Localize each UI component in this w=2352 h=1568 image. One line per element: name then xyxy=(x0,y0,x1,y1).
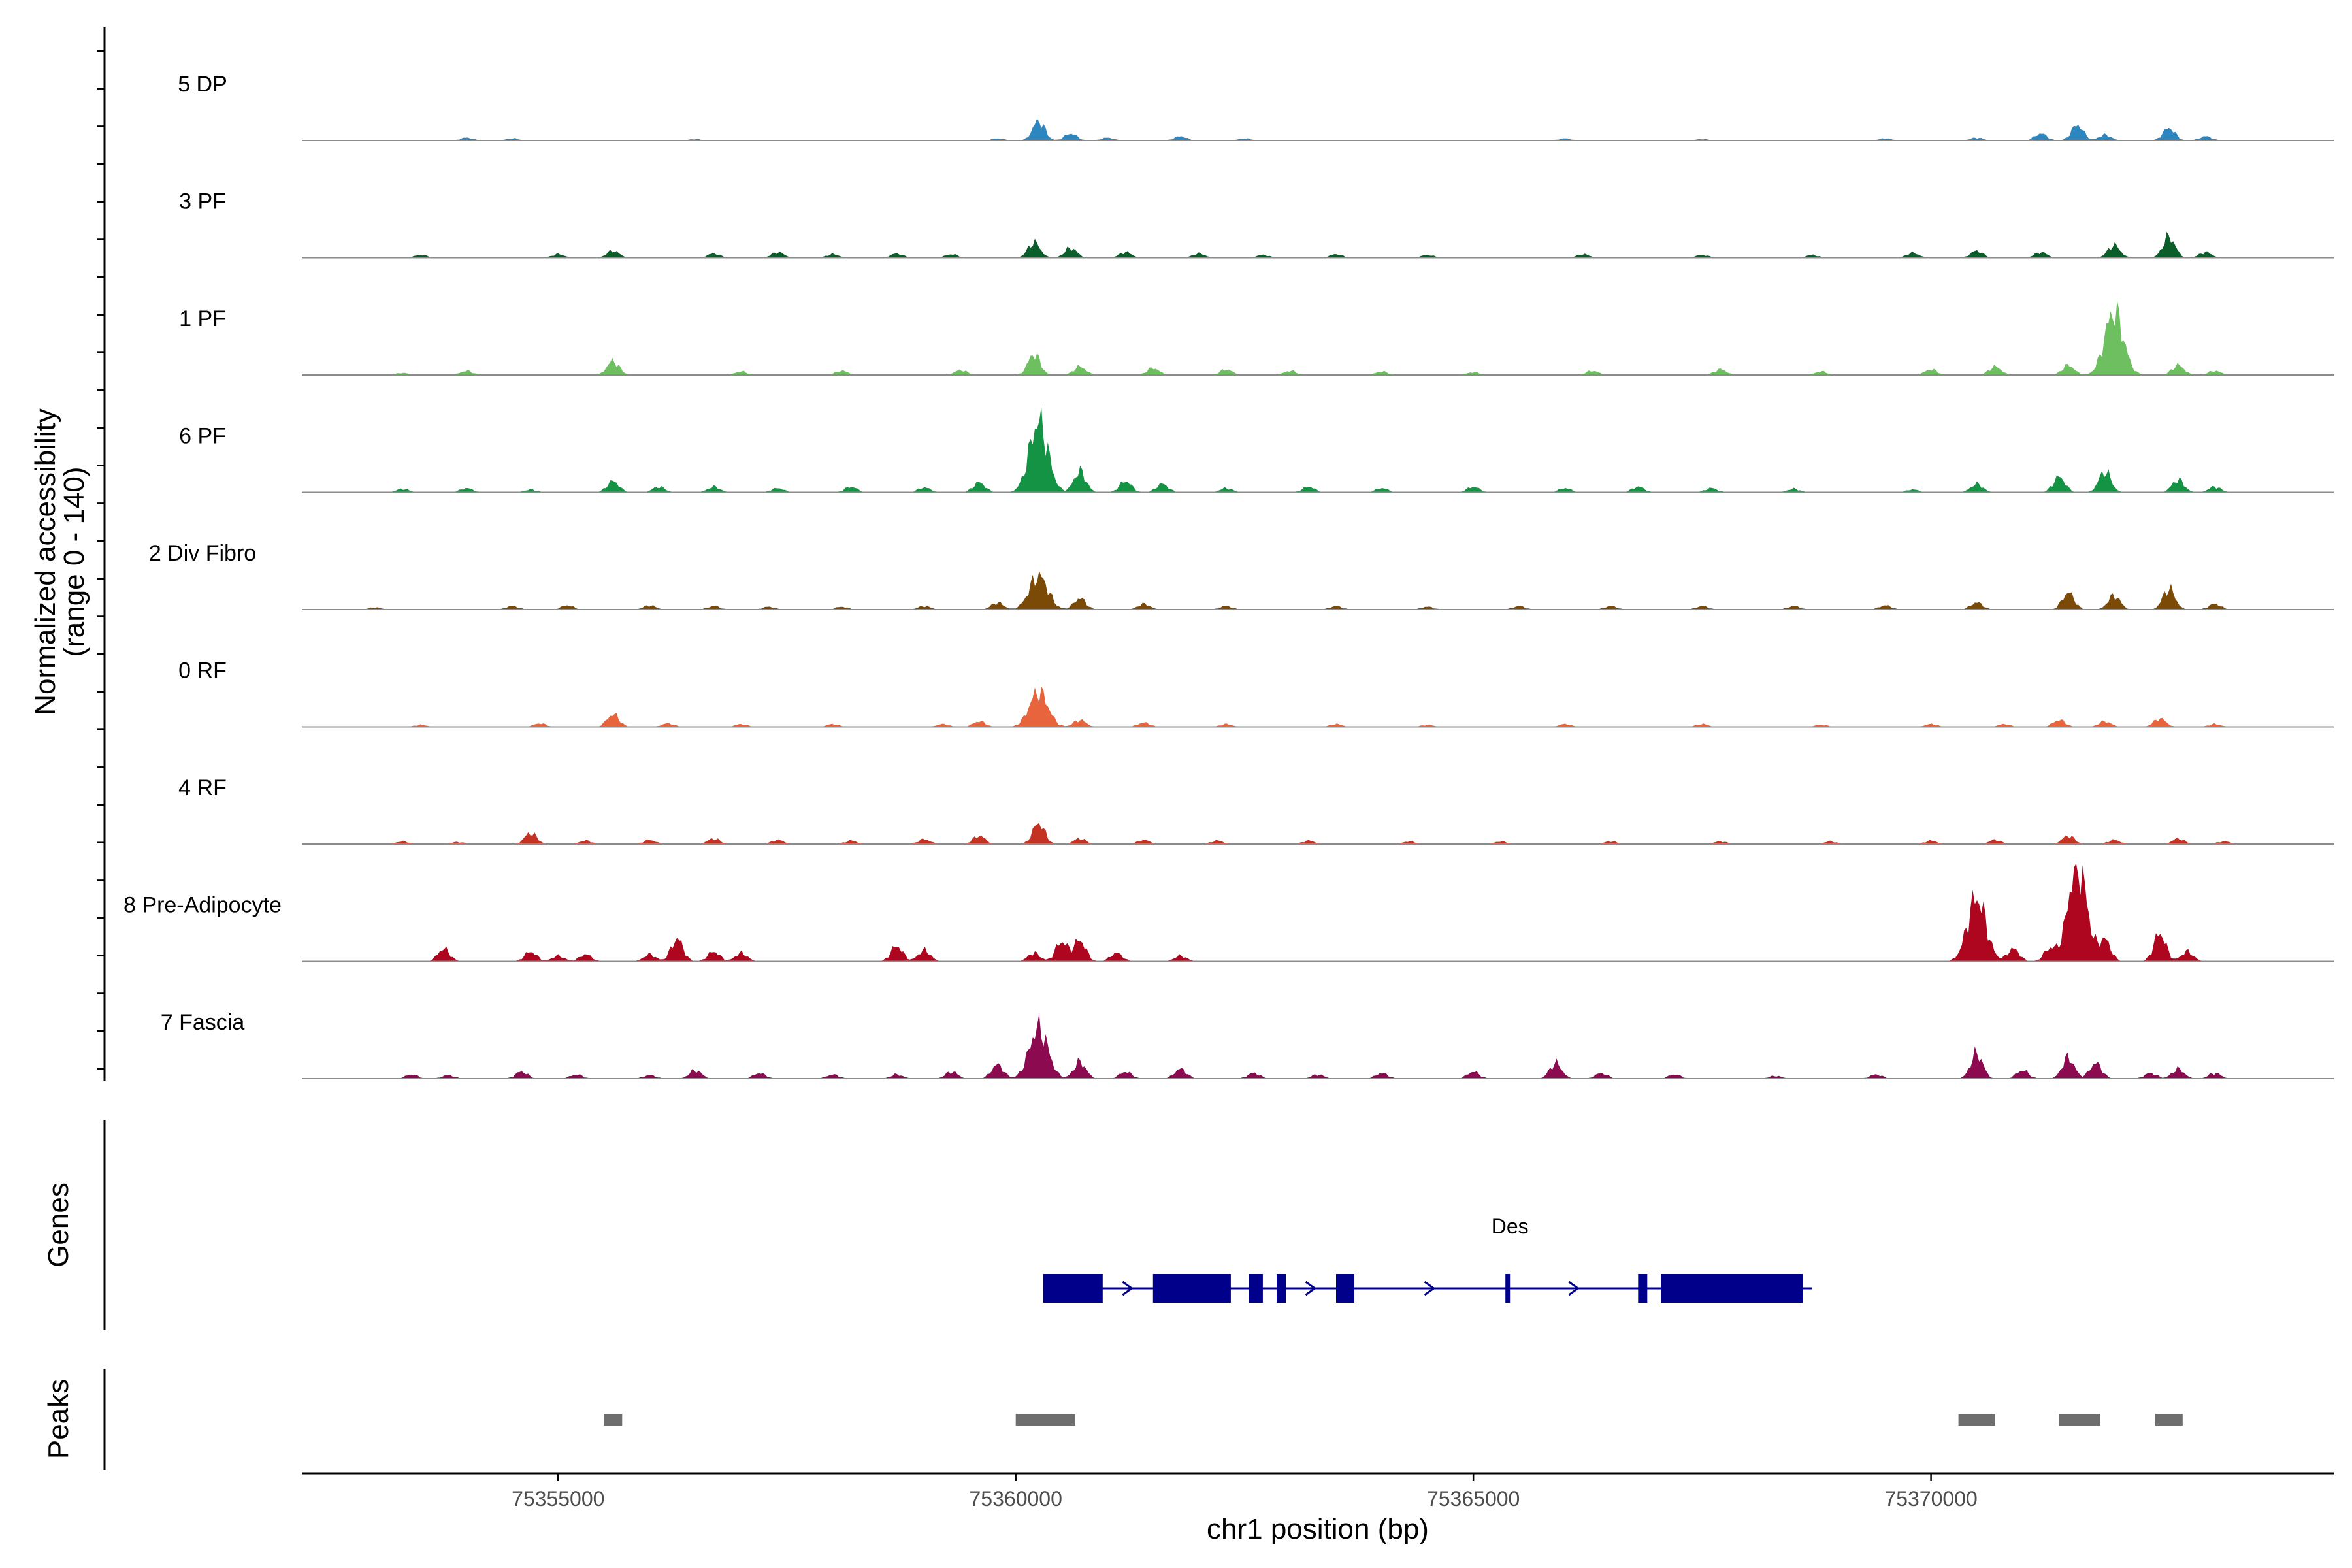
gene-exon xyxy=(1336,1274,1354,1303)
track-label: 7 Fascia xyxy=(161,1010,245,1035)
x-axis-ticks: 75355000 75360000 75365000 75370000 xyxy=(512,1473,1978,1511)
gene-exon xyxy=(1152,1274,1231,1303)
track-label: 5 DP xyxy=(178,72,227,97)
coverage-area xyxy=(302,687,2242,727)
peak-region xyxy=(2155,1414,2183,1426)
coverage-area xyxy=(302,406,2242,493)
peak-region xyxy=(2059,1414,2100,1426)
x-tick-label: 75365000 xyxy=(1427,1487,1520,1511)
gene-model-des xyxy=(1043,1274,1812,1303)
track-6-pf: 6 PF xyxy=(179,406,2334,493)
y-axis-title: Normalized accessibility (range 0 - 140) xyxy=(29,408,90,715)
coverage-area xyxy=(302,570,2242,610)
track-5-dp: 5 DP xyxy=(178,72,2334,141)
peaks-track-title: Peaks xyxy=(42,1379,74,1459)
strand-arrow xyxy=(1305,1281,1317,1296)
gene-exon xyxy=(1249,1274,1263,1303)
track-2-div-fibro: 2 Div Fibro xyxy=(149,541,2334,610)
track-label: 8 Pre-Adipocyte xyxy=(123,893,282,918)
track-3-pf: 3 PF xyxy=(179,189,2334,259)
coverage-area xyxy=(302,300,2242,375)
peak-regions xyxy=(604,1414,2183,1426)
coverage-area xyxy=(302,1013,2242,1079)
coverage-area xyxy=(302,118,2242,140)
y-axis-title-line2: (range 0 - 140) xyxy=(58,466,90,657)
genes-track-title: Genes xyxy=(42,1183,74,1267)
track-label: 3 PF xyxy=(179,189,226,214)
peak-region xyxy=(1015,1414,1075,1426)
peak-region xyxy=(1958,1414,1995,1426)
x-tick-label: 75360000 xyxy=(970,1487,1062,1511)
gene-label: Des xyxy=(1492,1215,1529,1238)
gene-exon xyxy=(1505,1274,1511,1303)
track-8-pre-adipocyte: 8 Pre-Adipocyte xyxy=(123,863,2334,962)
track-7-fascia: 7 Fascia xyxy=(161,1010,2334,1079)
track-label: 2 Div Fibro xyxy=(149,541,256,566)
track-label: 1 PF xyxy=(179,306,226,331)
gene-exon xyxy=(1277,1274,1286,1303)
strand-arrow xyxy=(1122,1281,1134,1296)
coverage-area xyxy=(302,863,2242,962)
x-axis-title: chr1 position (bp) xyxy=(1207,1513,1429,1545)
track-4-rf: 4 RF xyxy=(178,776,2334,845)
x-tick-label: 75355000 xyxy=(512,1487,604,1511)
strand-arrow xyxy=(1568,1281,1580,1296)
coverage-tracks: 5 DP 3 PF 1 PF 6 PF 2 Div Fibro 0 RF 4 RF 8 Pre… xyxy=(123,72,2334,1079)
track-label: 6 PF xyxy=(179,424,226,449)
track-1-pf: 1 PF xyxy=(179,300,2334,376)
track-0-rf: 0 RF xyxy=(178,659,2334,728)
peak-region xyxy=(604,1414,623,1426)
gene-exon xyxy=(1043,1274,1103,1303)
coverage-area xyxy=(302,823,2242,844)
gene-exon xyxy=(1661,1274,1803,1303)
track-label: 0 RF xyxy=(178,659,227,683)
x-tick-label: 75370000 xyxy=(1884,1487,1977,1511)
coverage-area xyxy=(302,231,2242,258)
track-label: 4 RF xyxy=(178,776,227,800)
gene-exon xyxy=(1638,1274,1648,1303)
coverage-y-ticks xyxy=(97,50,105,1070)
strand-arrow xyxy=(1424,1281,1436,1296)
y-axis-title-line1: Normalized accessibility xyxy=(29,408,61,715)
